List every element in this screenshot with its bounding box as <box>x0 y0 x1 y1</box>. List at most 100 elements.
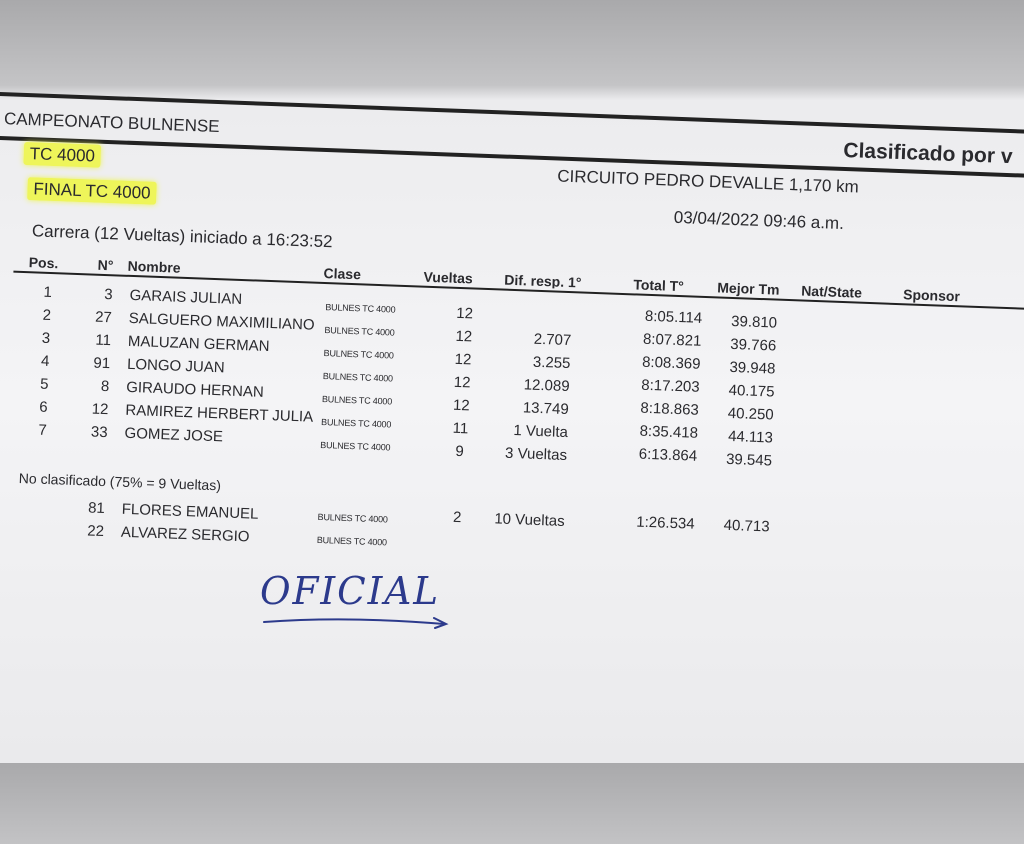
laps-cell <box>444 533 469 534</box>
laps-cell: 12 <box>456 304 474 323</box>
race-info: Carrera (12 Vueltas) iniciado a 16:23:52 <box>31 221 333 252</box>
handwritten-oficial-text: OFICIAL <box>260 569 440 613</box>
laps-cell: 12 <box>454 350 472 369</box>
table-row: 2 27 SALGUERO MAXIMILIANO BULNES TC 4000 12 2… <box>3 0 1024 355</box>
not-classified-label: No clasificado (75% = 9 Vueltas) <box>18 469 222 494</box>
number-cell: 91 <box>93 354 111 373</box>
class-cell: BULNES TC 4000 <box>325 302 396 315</box>
best-lap-cell <box>684 539 769 542</box>
name-cell: RAMIREZ HERBERT JULIA <box>125 401 314 426</box>
table-row: 22 ALVAREZ SERGIO BULNES TC 4000 <box>3 0 1024 547</box>
diff-cell <box>482 307 572 310</box>
diff-cell <box>474 534 564 537</box>
number-cell: 27 <box>94 308 113 327</box>
total-time-cell: 8:35.418 <box>639 422 699 442</box>
class-cell: BULNES TC 4000 <box>323 348 394 361</box>
diff-cell: 10 Vueltas <box>494 510 565 530</box>
pos-cell: 4 <box>40 352 50 370</box>
class-cell: BULNES TC 4000 <box>316 534 388 548</box>
best-lap-cell: 39.948 <box>729 358 776 378</box>
not-classified-rows: 81 FLORES EMANUEL BULNES TC 4000 2 10 Vuelta… <box>3 0 1024 548</box>
table-row: 81 FLORES EMANUEL BULNES TC 4000 2 10 Vuelta… <box>3 0 1024 536</box>
name-cell: ALVAREZ SERGIO <box>120 523 250 546</box>
number-cell: 12 <box>91 400 109 419</box>
total-time-cell <box>594 536 694 540</box>
col-best: Mejor Tm <box>717 279 780 298</box>
session-label: FINAL TC 4000 <box>27 177 157 205</box>
table-row: 1 3 GARAIS JULIAN BULNES TC 4000 12 8:05.114 3… <box>3 0 1024 332</box>
total-time-cell: 8:05.114 <box>644 307 703 327</box>
number-cell: 3 <box>103 285 113 304</box>
table-row: 3 11 MALUZAN GERMAN BULNES TC 4000 12 3.255 8:… <box>3 0 1024 378</box>
results-rows: 1 3 GARAIS JULIAN BULNES TC 4000 12 8:05.114 3… <box>3 0 1024 470</box>
table-row: 5 8 GIRAUDO HERNAN BULNES TC 4000 12 13.749 8:… <box>3 0 1024 424</box>
name-cell: FLORES EMANUEL <box>121 500 259 523</box>
class-cell: BULNES TC 4000 <box>320 416 392 430</box>
best-lap-cell: 40.175 <box>728 381 775 401</box>
table-row: 6 12 RAMIREZ HERBERT JULIA BULNES TC 4000 11… <box>3 0 1024 447</box>
laps-cell: 9 <box>455 442 465 461</box>
name-cell: GARAIS JULIAN <box>129 286 243 309</box>
total-time-cell: 1:26.534 <box>635 513 695 533</box>
col-diff: Dif. resp. 1° <box>503 271 582 290</box>
underline-arrow-icon <box>263 617 449 629</box>
total-time-cell: 6:13.864 <box>638 445 698 465</box>
total-time-cell: 8:07.821 <box>642 330 702 350</box>
col-name: Nombre <box>127 257 181 276</box>
number-cell: 81 <box>87 499 106 518</box>
class-cell: BULNES TC 4000 <box>322 371 394 384</box>
best-lap-cell: 44.113 <box>727 427 774 447</box>
table-header: Pos. N° Nombre Clase Vueltas Dif. resp. … <box>3 0 1024 304</box>
class-cell: BULNES TC 4000 <box>317 511 388 525</box>
diff-cell: 2.707 <box>533 330 572 350</box>
total-time-cell: 8:17.203 <box>640 376 700 396</box>
best-lap-cell: 39.810 <box>730 312 778 332</box>
total-time-cell: 8:18.863 <box>640 399 700 419</box>
name-cell: GIRAUDO HERNAN <box>125 378 264 401</box>
name-cell: SALGUERO MAXIMILIANO <box>128 309 315 334</box>
col-laps: Vueltas <box>423 268 474 287</box>
number-cell: 8 <box>100 377 110 396</box>
pos-cell: 7 <box>38 421 48 439</box>
diff-cell: 1 Vuelta <box>513 422 569 442</box>
classified-by-title: Clasificado por v <box>843 138 1013 169</box>
pos-cell: 5 <box>39 375 49 393</box>
datetime-label: 03/04/2022 09:46 a.m. <box>673 207 845 234</box>
table-row: 4 91 LONGO JUAN BULNES TC 4000 12 12.089 8:17.… <box>3 0 1024 401</box>
class-cell: BULNES TC 4000 <box>324 325 395 338</box>
pos-cell: 1 <box>43 283 53 302</box>
col-total: Total T° <box>633 276 685 295</box>
circuit-label: CIRCUITO PEDRO DEVALLE 1,170 km <box>556 166 860 197</box>
pos-cell: 2 <box>42 306 52 325</box>
name-cell: MALUZAN GERMAN <box>127 332 270 356</box>
name-cell: LONGO JUAN <box>126 355 225 377</box>
col-sponsor: Sponsor <box>902 286 961 305</box>
col-nat: Nat/State <box>800 282 863 301</box>
laps-cell: 2 <box>452 508 462 527</box>
col-pos: Pos. <box>28 254 59 272</box>
laps-cell: 12 <box>452 396 470 415</box>
laps-cell: 12 <box>455 327 473 346</box>
name-cell: GOMEZ JOSE <box>124 424 224 446</box>
diff-cell: 3.255 <box>532 353 571 373</box>
table-row: 7 33 GOMEZ JOSE BULNES TC 4000 9 3 Vueltas 6:1… <box>3 0 1024 470</box>
number-cell: 22 <box>86 522 105 541</box>
class-cell: BULNES TC 4000 <box>320 439 391 453</box>
laps-cell: 12 <box>453 373 471 392</box>
col-class: Clase <box>323 264 362 283</box>
diff-cell: 12.089 <box>523 376 570 396</box>
class-cell: BULNES TC 4000 <box>321 394 393 407</box>
best-lap-cell: 39.545 <box>725 450 773 470</box>
number-cell: 11 <box>95 331 112 350</box>
best-lap-cell: 40.713 <box>723 516 770 536</box>
col-num: N° <box>97 256 114 274</box>
number-cell: 33 <box>90 423 108 442</box>
laps-cell: 11 <box>452 419 469 438</box>
handwritten-oficial-stamp: OFICIAL <box>260 569 449 629</box>
diff-cell: 3 Vueltas <box>504 444 568 465</box>
total-time-cell: 8:08.369 <box>641 353 701 373</box>
championship-title: CAMPEONATO BULNENSE <box>3 109 220 137</box>
best-lap-cell: 39.766 <box>730 335 777 355</box>
pos-cell: 6 <box>38 398 48 416</box>
